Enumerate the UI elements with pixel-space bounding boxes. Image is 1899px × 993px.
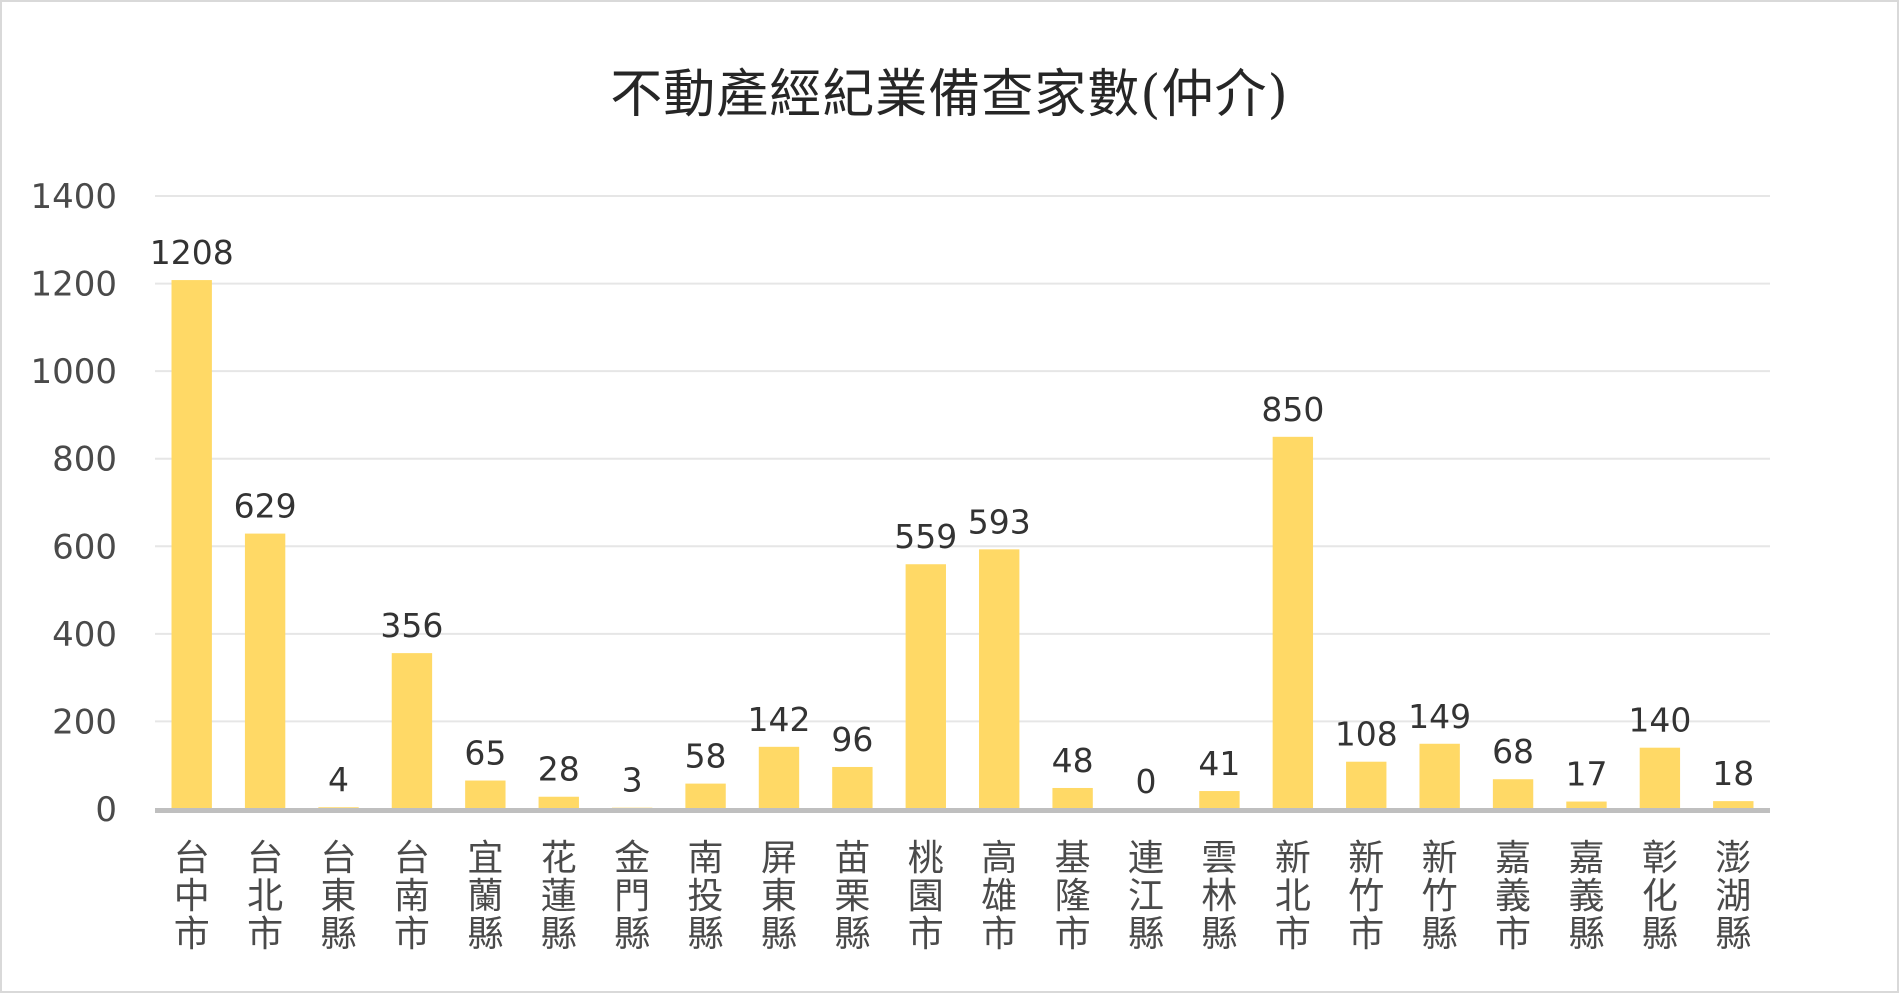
bar: [1639, 747, 1681, 809]
x-category-label: 金門縣: [614, 838, 650, 955]
x-category-label: 台東縣: [321, 838, 357, 955]
bar: [979, 549, 1020, 809]
x-category-label: 新竹市: [1348, 838, 1384, 955]
data-label: 4: [328, 760, 349, 799]
data-label: 3: [622, 761, 643, 800]
x-category-label: 嘉義縣: [1568, 838, 1604, 955]
y-tick-label: 0: [95, 790, 117, 830]
x-category-label: 苗栗縣: [834, 838, 870, 955]
data-label: 96: [831, 720, 873, 759]
y-tick-label: 600: [52, 527, 117, 567]
data-label: 629: [234, 487, 297, 526]
x-category-label: 台南市: [394, 838, 430, 955]
bar: [1419, 743, 1460, 809]
data-label: 1208: [150, 233, 234, 272]
y-tick-label: 200: [52, 702, 117, 742]
x-category-label: 台中市: [174, 838, 210, 955]
x-category-label: 連江縣: [1128, 838, 1164, 955]
y-tick-label: 1000: [30, 352, 117, 392]
data-label: 17: [1565, 755, 1607, 794]
data-label: 65: [464, 734, 506, 773]
x-category-label: 花蓮縣: [541, 838, 577, 955]
x-category-label: 宜蘭縣: [467, 838, 503, 955]
x-category-label: 新北市: [1275, 838, 1311, 955]
x-category-label: 雲林縣: [1201, 838, 1237, 955]
data-label: 48: [1052, 741, 1094, 780]
gridlines: [155, 195, 1770, 723]
chart-title: 不動產經紀業備查家數(仲介): [610, 65, 1289, 125]
bar: [1346, 761, 1387, 809]
x-category-label: 桃園市: [908, 838, 944, 955]
y-axis-tick-labels: 0 200 400 600 800 1000 1200 1400: [30, 177, 117, 830]
data-label: 41: [1198, 744, 1240, 783]
x-category-label: 南投縣: [688, 838, 724, 955]
data-label: 108: [1335, 715, 1398, 754]
bar: [1199, 791, 1240, 809]
data-label: 58: [685, 737, 727, 776]
bar: [1492, 779, 1534, 809]
bar: [391, 653, 433, 809]
bar: [758, 746, 800, 809]
x-category-label: 彰化縣: [1642, 838, 1678, 955]
x-category-label: 基隆市: [1055, 838, 1091, 955]
bar: [905, 564, 946, 809]
data-label: 142: [747, 700, 810, 739]
y-tick-label: 1400: [30, 177, 117, 217]
data-label: 559: [894, 517, 957, 556]
x-category-label: 新竹縣: [1422, 838, 1458, 955]
bars: [171, 280, 1754, 809]
x-category-label: 高雄市: [981, 838, 1017, 955]
data-label: 149: [1408, 697, 1471, 736]
x-category-label: 屏東縣: [761, 838, 797, 955]
x-axis-category-labels: 台中市 台北市 台東縣 台南市 宜蘭縣 花蓮縣 金門縣 南投縣 屏東縣 苗栗縣 桃園市 高雄市 基隆市 連…: [174, 838, 1752, 955]
y-tick-label: 1200: [30, 265, 117, 305]
bar: [171, 280, 212, 809]
data-label: 356: [380, 606, 443, 645]
data-label: 18: [1712, 754, 1754, 793]
bar: [538, 796, 579, 809]
y-tick-label: 800: [52, 440, 117, 480]
x-category-label: 台北市: [247, 838, 283, 955]
data-labels: 1208 629 4 356 65 28 3 58 142 96 559 593 48 0 41 850 108…: [150, 233, 1755, 801]
data-label: 68: [1492, 732, 1534, 771]
data-label: 140: [1628, 701, 1691, 740]
data-label: 850: [1261, 390, 1324, 429]
data-label: 593: [968, 502, 1031, 541]
bar: [465, 780, 506, 809]
y-tick-label: 400: [52, 615, 117, 655]
bar: [1713, 801, 1754, 809]
bar: [1272, 436, 1314, 809]
bar: [685, 783, 726, 809]
bar: [1052, 787, 1093, 809]
data-label: 0: [1136, 762, 1157, 801]
bar: [832, 766, 873, 809]
bar: [244, 533, 286, 809]
x-category-label: 澎湖縣: [1715, 838, 1751, 955]
data-label: 28: [538, 750, 580, 789]
bar: [1566, 801, 1607, 809]
x-category-label: 嘉義市: [1495, 838, 1531, 955]
